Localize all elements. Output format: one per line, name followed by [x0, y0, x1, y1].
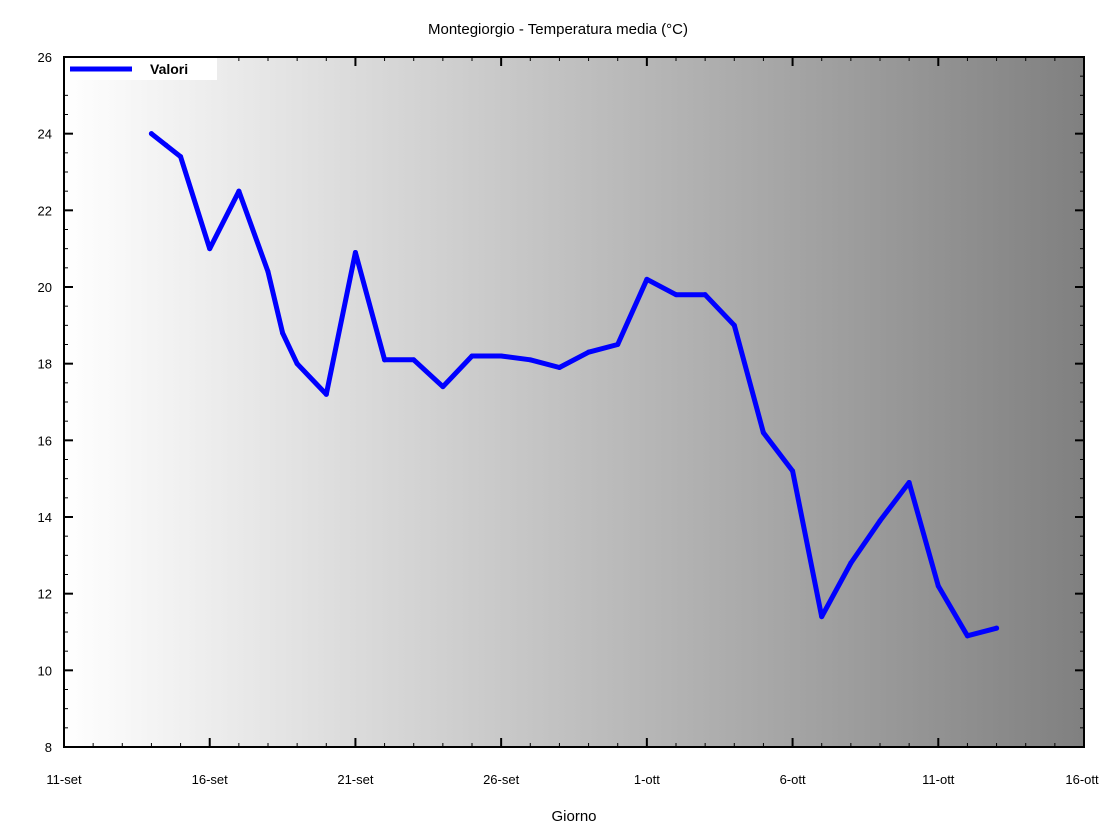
y-tick-label: 8: [45, 740, 52, 755]
data-point: [731, 322, 737, 328]
data-point: [148, 131, 154, 137]
ticks-layer: 8 10 12 14 16 18 20 22 24 26 11-set 16-set 21-set 26-…: [38, 50, 1099, 787]
data-point: [265, 269, 271, 275]
data-point: [848, 560, 854, 566]
y-tick-label: 14: [38, 510, 52, 525]
data-point: [994, 625, 1000, 631]
x-tick-label: 16-ott: [1065, 772, 1099, 787]
x-tick-label: 26-set: [483, 772, 520, 787]
x-tick-label: 11-set: [46, 772, 82, 787]
data-point: [586, 349, 592, 355]
y-tick-label: 24: [38, 127, 52, 142]
data-point: [178, 154, 184, 160]
data-point: [411, 357, 417, 363]
x-tick-label: 6-ott: [780, 772, 806, 787]
data-point: [935, 583, 941, 589]
data-point: [207, 246, 213, 252]
data-point: [236, 188, 242, 194]
data-point: [163, 142, 169, 148]
data-point: [280, 330, 286, 336]
legend-label: Valori: [150, 61, 188, 77]
data-point: [498, 353, 504, 359]
plot-background: [64, 57, 1084, 747]
y-tick-label: 10: [38, 663, 52, 678]
x-tick-label: 1-ott: [634, 772, 660, 787]
series-layer: [148, 131, 1000, 639]
data-point: [615, 342, 621, 347]
y-tick-label: 20: [38, 280, 52, 295]
y-tick-label: 16: [38, 433, 52, 448]
data-point: [877, 518, 883, 524]
x-tick-label: 16-set: [192, 772, 229, 787]
chart-title: Montegiorgio - Temperatura media (°C): [428, 21, 688, 38]
data-point: [352, 250, 358, 255]
data-point: [469, 353, 475, 359]
y-tick-label: 26: [38, 50, 52, 65]
data-point: [760, 430, 766, 436]
x-tick-label: 21-set: [337, 772, 374, 787]
data-point: [702, 292, 708, 298]
series-line: [148, 131, 1000, 639]
y-tick-label: 18: [38, 357, 52, 372]
data-point: [906, 480, 912, 485]
x-tick-label: 11-ott: [922, 772, 955, 787]
data-point: [294, 361, 300, 367]
legend: Valori: [65, 58, 217, 80]
data-point: [790, 468, 796, 474]
legend-box: [65, 58, 217, 80]
data-point: [819, 614, 825, 620]
data-point: [673, 292, 679, 298]
data-point: [964, 633, 970, 639]
y-tick-label: 12: [38, 587, 52, 602]
data-point: [527, 357, 533, 363]
data-point: [382, 357, 388, 363]
data-point: [644, 276, 650, 282]
y-tick-label: 22: [38, 203, 52, 218]
data-point: [556, 365, 562, 370]
x-axis-label: Giorno: [551, 808, 596, 825]
plot-frame: [63, 56, 1085, 748]
data-point: [440, 384, 446, 390]
data-point: [323, 391, 329, 397]
